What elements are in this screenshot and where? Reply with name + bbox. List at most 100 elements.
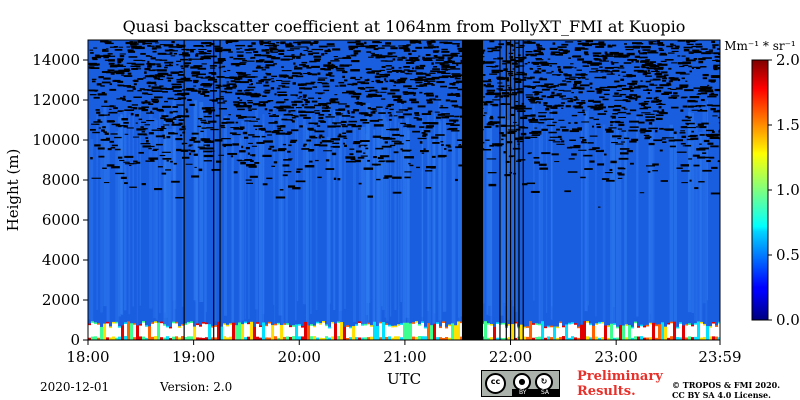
noise-speck: [403, 125, 409, 127]
noise-speck: [640, 85, 649, 88]
noise-speck: [206, 140, 211, 142]
noise-speck: [630, 162, 634, 165]
noise-speck: [618, 173, 625, 176]
noise-speck: [419, 91, 423, 94]
noise-speck: [393, 98, 403, 102]
noise-speck: [427, 44, 434, 46]
noise-speck: [531, 134, 541, 136]
noise-speck: [140, 126, 144, 128]
noise-speck: [552, 74, 562, 76]
noise-speck: [374, 75, 381, 79]
noise-speck: [236, 114, 242, 117]
noise-speck: [487, 47, 497, 50]
noise-speck: [386, 128, 394, 131]
noise-speck: [577, 111, 585, 114]
cloud-column: [709, 327, 712, 337]
noise-speck: [512, 68, 516, 70]
noise-speck: [388, 118, 392, 121]
boundary-layer-column: [271, 325, 274, 340]
noise-speck: [518, 79, 527, 81]
noise-speck: [638, 50, 641, 53]
noise-speck: [104, 42, 114, 45]
noise-speck: [109, 140, 115, 143]
noise-speck: [318, 45, 328, 48]
noise-speck: [118, 84, 125, 87]
noise-speck: [375, 91, 380, 93]
noise-speck: [699, 126, 707, 129]
noise-speck: [544, 118, 554, 120]
noise-speck: [273, 161, 278, 164]
noise-speck: [484, 112, 487, 114]
noise-speck: [519, 136, 524, 139]
noise-speck: [505, 160, 510, 163]
noise-speck: [255, 82, 263, 84]
noise-speck: [221, 138, 231, 140]
noise-speck: [625, 100, 631, 103]
noise-speck: [587, 142, 594, 144]
noise-speck: [543, 102, 548, 105]
noise-speck: [491, 92, 502, 96]
noise-speck: [693, 58, 698, 60]
noise-speck: [240, 161, 246, 165]
noise-speck: [391, 140, 400, 142]
signal-streak: [258, 130, 263, 331]
cloud-column: [229, 325, 232, 337]
noise-speck: [645, 119, 655, 122]
noise-speck: [663, 91, 672, 94]
noise-speck: [628, 120, 639, 123]
noise-speck: [133, 41, 138, 43]
colorbar: [751, 59, 769, 321]
noise-speck: [176, 148, 182, 152]
noise-speck: [273, 63, 277, 65]
signal-streak: [487, 105, 492, 306]
noise-speck: [505, 79, 510, 82]
noise-speck: [689, 96, 700, 99]
boundary-layer-column: [262, 322, 265, 340]
noise-speck: [593, 107, 600, 111]
cloud-column: [328, 328, 331, 338]
noise-speck: [573, 96, 578, 98]
noise-speck: [166, 159, 169, 162]
cc-icon: cc: [485, 373, 506, 394]
noise-speck: [130, 45, 138, 47]
noise-speck: [329, 75, 335, 77]
noise-speck: [583, 113, 586, 116]
noise-speck: [587, 105, 594, 108]
signal-streak: [506, 119, 511, 320]
noise-speck: [123, 68, 130, 71]
boundary-layer-column: [235, 325, 238, 340]
signal-streak: [624, 130, 627, 331]
noise-speck: [688, 116, 692, 118]
noise-speck: [666, 82, 671, 85]
noise-speck: [337, 178, 341, 181]
noise-speck: [524, 63, 528, 65]
noise-speck: [492, 99, 500, 101]
noise-speck: [170, 55, 176, 57]
noise-speck: [696, 156, 706, 159]
noise-speck: [353, 52, 359, 55]
license-by-label: BY: [519, 389, 527, 396]
noise-speck: [526, 77, 533, 80]
noise-speck: [500, 89, 507, 91]
cloud-column: [568, 324, 571, 338]
noise-speck: [641, 45, 651, 49]
cloud-column: [190, 322, 193, 337]
noise-speck: [200, 56, 211, 59]
noise-speck: [699, 86, 709, 88]
noise-speck: [701, 89, 710, 92]
signal-streak: [482, 103, 485, 304]
noise-speck: [397, 97, 401, 99]
signal-streak: [368, 121, 370, 322]
noise-speck: [674, 45, 680, 48]
noise-speck: [611, 141, 618, 144]
noise-speck: [556, 143, 565, 145]
noise-speck: [590, 106, 598, 109]
cloud-column: [439, 328, 442, 338]
cloud-column: [496, 323, 499, 338]
noise-speck: [244, 48, 250, 51]
noise-speck: [101, 114, 108, 116]
noise-speck: [397, 59, 403, 61]
noise-speck: [645, 116, 656, 118]
noise-speck: [425, 126, 433, 129]
noise-speck: [576, 77, 585, 79]
